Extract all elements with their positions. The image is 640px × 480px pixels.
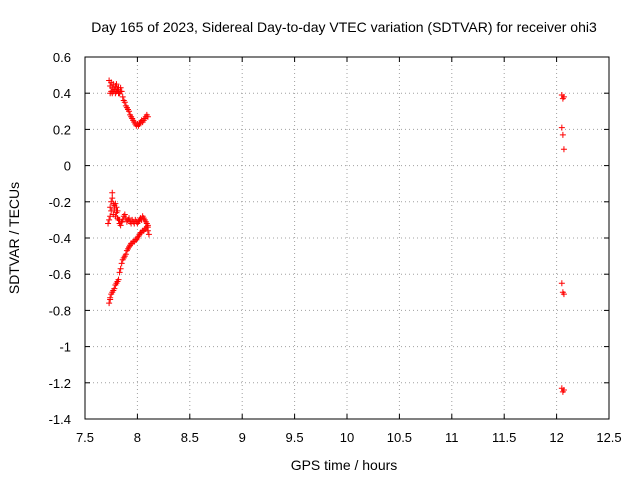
data-point: [107, 213, 114, 220]
y-tick-label: -1.2: [49, 376, 71, 391]
data-point: [560, 387, 567, 394]
x-tick-label: 12: [549, 430, 563, 445]
data-point: [117, 88, 124, 95]
data-point: [105, 220, 112, 227]
y-tick-label: 0.6: [53, 50, 71, 65]
data-point: [113, 204, 120, 211]
data-point: [111, 285, 118, 292]
y-tick-label: -0.4: [49, 231, 71, 246]
data-point: [106, 300, 113, 307]
data-point: [114, 207, 121, 214]
data-point: [107, 204, 114, 211]
data-point: [118, 218, 125, 225]
x-tick-label: 8: [134, 430, 141, 445]
data-point: [109, 195, 116, 202]
data-point: [117, 222, 124, 229]
data-point: [145, 231, 152, 238]
data-point: [126, 215, 133, 222]
x-tick-labels: 7.5 8 8.5 9 9.5 10 10.5 11 11.5 12 12.5: [76, 430, 622, 445]
axis-ticks: [84, 56, 610, 420]
data-point: [115, 276, 122, 283]
data-point: [107, 294, 114, 301]
data-point: [121, 99, 128, 106]
data-point: [144, 222, 151, 229]
y-tick-label: -1: [59, 340, 71, 355]
data-point: [121, 211, 128, 218]
data-point: [113, 81, 120, 88]
y-tick-label: -0.8: [49, 303, 71, 318]
x-tick-label: 9.5: [286, 430, 304, 445]
data-point: [558, 280, 565, 287]
y-tick-label: 0.4: [53, 86, 71, 101]
x-tick-label: 11.5: [492, 430, 516, 445]
data-points: [105, 77, 567, 395]
data-point: [119, 93, 126, 100]
x-axis-title: GPS time / hours: [291, 457, 398, 473]
y-tick-label: 0: [64, 159, 71, 174]
y-tick-label: -0.6: [49, 267, 71, 282]
x-tick-label: 8.5: [181, 430, 199, 445]
x-tick-label: 12.5: [596, 430, 621, 445]
data-point: [122, 251, 129, 258]
data-point: [117, 265, 124, 272]
data-point: [560, 291, 567, 298]
x-tick-label: 7.5: [76, 430, 94, 445]
x-tick-label: 9: [239, 430, 246, 445]
y-tick-label: -0.2: [49, 195, 71, 210]
data-point: [109, 189, 116, 196]
grid-lines: [85, 57, 609, 419]
plot-frame: [84, 56, 610, 420]
data-point: [560, 93, 567, 100]
data-point: [560, 146, 567, 153]
y-tick-labels: 0.6 0.4 0.2 0 -0.2 -0.4 -0.6 -0.8 -1 -1.2 -1.4: [49, 50, 71, 427]
data-point: [559, 131, 566, 138]
y-tick-label: 0.2: [53, 122, 71, 137]
data-point: [126, 108, 133, 115]
data-point: [144, 227, 151, 234]
x-tick-label: 10: [340, 430, 354, 445]
y-axis-title: SDTVAR / TECUs: [6, 182, 22, 294]
data-point: [112, 200, 119, 207]
data-point: [118, 260, 125, 267]
data-point: [558, 124, 565, 131]
chart-title: Day 165 of 2023, Sidereal Day-to-day VTE…: [91, 19, 597, 35]
x-tick-label: 11: [445, 430, 459, 445]
data-point: [144, 113, 151, 120]
data-point: [116, 269, 123, 276]
x-tick-label: 10.5: [387, 430, 412, 445]
y-tick-label: -1.4: [49, 412, 71, 427]
data-point: [106, 216, 113, 223]
data-point: [108, 207, 115, 214]
